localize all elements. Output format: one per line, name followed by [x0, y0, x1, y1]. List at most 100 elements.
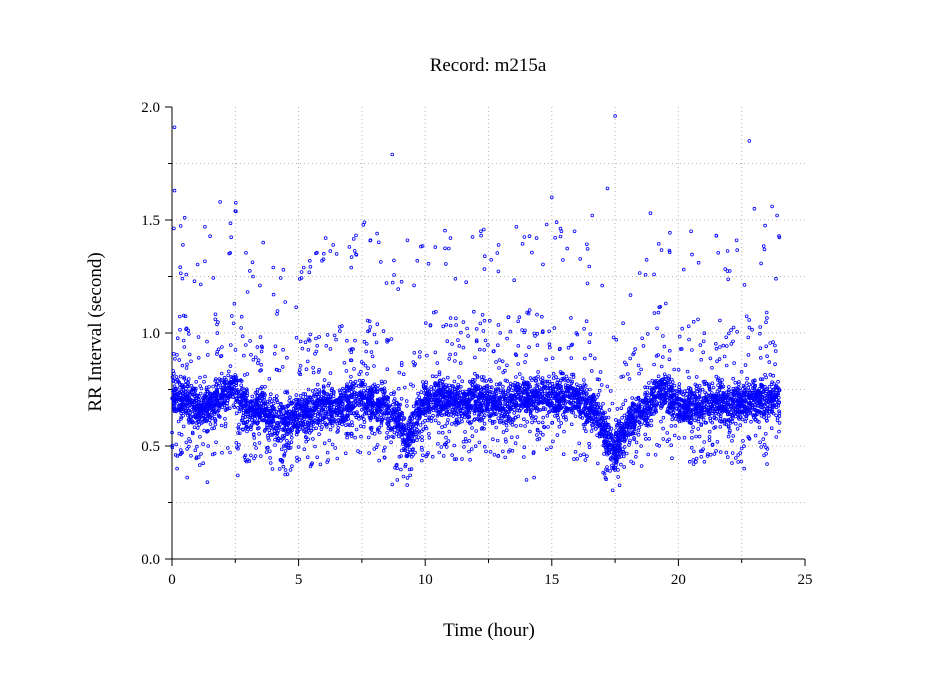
data-point	[391, 402, 395, 407]
data-point	[327, 409, 331, 414]
data-point	[547, 374, 551, 379]
data-point	[688, 414, 692, 419]
data-point	[677, 382, 682, 386]
data-point	[445, 409, 450, 414]
data-point	[372, 382, 377, 387]
data-point	[710, 411, 715, 416]
data-point	[685, 404, 690, 409]
data-point	[493, 387, 498, 392]
data-point	[696, 419, 701, 424]
data-point	[551, 371, 556, 376]
data-points	[170, 114, 782, 493]
data-point	[322, 378, 327, 382]
data-point	[555, 411, 560, 416]
data-point	[392, 430, 397, 435]
data-point	[255, 402, 260, 407]
data-point	[421, 420, 425, 425]
data-point	[649, 423, 654, 428]
data-point	[682, 389, 687, 394]
data-point	[645, 422, 650, 427]
data-point	[563, 415, 568, 419]
data-point	[443, 424, 447, 428]
data-point	[405, 449, 410, 454]
data-point	[382, 404, 386, 408]
data-point	[321, 384, 326, 389]
data-point	[424, 380, 429, 385]
data-point	[427, 389, 432, 394]
data-point	[239, 383, 243, 388]
data-point	[516, 414, 521, 419]
data-point	[765, 402, 770, 407]
data-point	[498, 418, 502, 423]
data-point	[349, 374, 353, 379]
data-point	[546, 410, 551, 415]
data-point	[382, 391, 387, 395]
data-point	[283, 444, 288, 448]
data-point	[184, 379, 188, 384]
data-point	[674, 406, 678, 410]
data-point	[440, 392, 444, 397]
data-point	[620, 415, 624, 420]
data-point	[666, 376, 671, 381]
data-point	[716, 383, 720, 387]
data-point	[263, 384, 267, 389]
data-point	[777, 421, 782, 425]
data-point	[521, 391, 526, 395]
data-point	[411, 412, 416, 417]
data-point	[384, 403, 388, 408]
data-point	[411, 404, 416, 409]
data-point	[315, 382, 320, 387]
data-point	[587, 405, 592, 410]
data-point	[460, 379, 465, 384]
data-point	[407, 447, 412, 452]
data-point	[476, 390, 480, 394]
data-point	[239, 418, 244, 423]
data-point	[274, 397, 279, 402]
data-point	[507, 416, 511, 421]
data-point	[514, 375, 518, 379]
data-point	[223, 393, 228, 397]
data-point	[184, 411, 189, 415]
data-point	[217, 381, 222, 386]
data-point	[187, 412, 192, 417]
data-point	[437, 379, 442, 383]
data-point	[279, 418, 284, 422]
data-point	[520, 376, 525, 381]
data-point	[722, 417, 727, 422]
data-point	[440, 382, 445, 386]
data-point	[464, 389, 468, 394]
data-point	[581, 386, 585, 390]
data-point	[249, 423, 254, 428]
data-point	[632, 427, 637, 432]
data-point	[609, 450, 614, 454]
data-point	[415, 397, 420, 402]
data-point	[321, 407, 325, 412]
data-point	[498, 420, 502, 425]
data-point	[571, 410, 576, 415]
data-point	[652, 411, 656, 416]
data-point	[490, 421, 495, 426]
data-point	[185, 384, 190, 389]
data-point	[609, 426, 614, 431]
data-point	[488, 385, 492, 390]
data-point	[724, 390, 729, 395]
data-point	[433, 418, 438, 423]
data-point	[661, 415, 666, 420]
data-point	[268, 396, 273, 401]
data-point	[487, 414, 492, 419]
data-point	[187, 377, 191, 381]
data-point	[645, 385, 649, 390]
data-point	[405, 453, 410, 458]
data-point	[697, 402, 702, 407]
data-point	[736, 385, 741, 390]
data-point	[689, 401, 693, 406]
data-point	[503, 392, 507, 397]
data-point	[392, 390, 396, 395]
data-point	[501, 421, 506, 425]
data-point	[452, 379, 457, 384]
data-point	[494, 391, 499, 396]
data-point	[580, 416, 585, 420]
data-point	[556, 378, 560, 382]
data-point	[416, 391, 420, 396]
data-point	[503, 378, 508, 383]
